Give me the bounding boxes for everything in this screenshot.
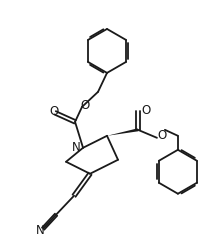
Text: O: O bbox=[157, 129, 166, 142]
Text: O: O bbox=[50, 105, 59, 118]
Polygon shape bbox=[107, 128, 138, 136]
Text: O: O bbox=[141, 104, 151, 117]
Text: O: O bbox=[80, 99, 90, 112]
Text: N: N bbox=[36, 224, 44, 237]
Text: N: N bbox=[72, 141, 81, 154]
